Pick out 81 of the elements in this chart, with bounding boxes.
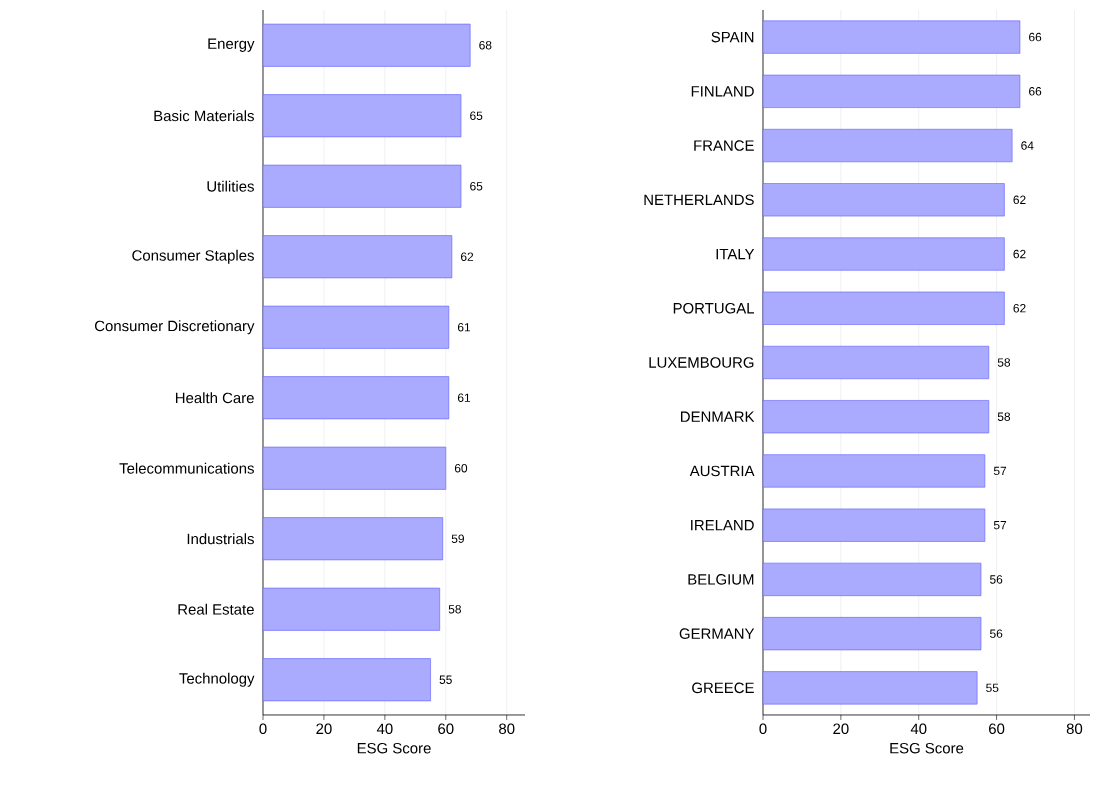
bar	[762, 237, 1005, 271]
y-tick-label: DENMARK	[681, 411, 755, 422]
y-tick-label: AUSTRIA	[689, 465, 755, 477]
y-tick-label: ITALY	[716, 248, 755, 260]
y-tick-label: Health Care	[175, 392, 254, 404]
bar	[262, 587, 440, 631]
y-tick-label: GREECE	[692, 682, 754, 694]
x-tick-label: 0	[759, 723, 767, 735]
data-label: 57	[993, 466, 1007, 476]
y-tick-label: BELGIUM	[688, 574, 754, 585]
bar	[762, 617, 982, 651]
bar	[762, 183, 1005, 217]
bar	[762, 454, 986, 488]
x-tick-label: 40	[910, 723, 927, 735]
data-label: 58	[448, 605, 461, 614]
bar	[262, 446, 447, 490]
x-tick-label: 20	[833, 723, 849, 735]
bar	[762, 128, 1013, 163]
bar	[762, 20, 1021, 54]
y-tick-label: Consumer Staples	[132, 249, 254, 264]
x-tick-label: 60	[438, 723, 454, 735]
data-label: 62	[1013, 195, 1026, 205]
y-tick-label: FINLAND	[691, 86, 754, 97]
x-axis-title: ESG Score	[890, 742, 964, 754]
data-label: 66	[1029, 32, 1042, 42]
data-label: 62	[1013, 249, 1026, 259]
y-tick-label: SPAIN	[711, 31, 754, 43]
y-tick-label: IRELAND	[691, 520, 754, 531]
bar	[762, 74, 1021, 108]
y-tick-label: Basic Materials	[154, 110, 254, 122]
y-tick-label: Consumer Discretionary	[94, 320, 255, 335]
y-tick-label: LUXEMBOURG	[649, 357, 754, 368]
bar	[262, 658, 431, 702]
y-tick-label: Utilities	[207, 180, 254, 192]
y-tick-label: Technology	[179, 672, 255, 687]
y-tick-label: Telecommunications	[119, 462, 254, 474]
bar	[762, 345, 990, 380]
data-label: 55	[439, 675, 452, 684]
data-label: 55	[986, 683, 999, 693]
data-label: 58	[997, 412, 1011, 421]
x-tick-label: 60	[989, 723, 1005, 735]
data-label: 65	[470, 111, 483, 120]
data-label: 56	[989, 575, 1003, 584]
data-label: 68	[479, 41, 492, 50]
bar	[262, 305, 450, 349]
data-label: 61	[457, 323, 471, 332]
x-tick-label: 20	[316, 723, 332, 735]
bar	[262, 164, 462, 208]
bar	[262, 376, 450, 420]
bar	[262, 235, 453, 279]
data-label: 60	[454, 464, 468, 473]
x-tick-label: 0	[259, 723, 267, 735]
y-tick-label: GERMANY	[679, 628, 755, 639]
y-tick-label: PORTUGAL	[673, 302, 755, 314]
data-label: 66	[1029, 87, 1042, 96]
x-tick-label: 40	[376, 723, 393, 735]
data-label: 62	[461, 252, 474, 261]
y-tick-label: FRANCE	[694, 140, 754, 151]
data-label: 64	[1021, 141, 1034, 150]
data-label: 62	[1013, 304, 1026, 313]
x-tick-label: 80	[499, 723, 515, 735]
bar	[762, 562, 982, 596]
bar	[262, 94, 462, 138]
bar	[262, 23, 471, 67]
data-label: 61	[457, 393, 471, 402]
x-axis-title: ESG Score	[357, 742, 431, 754]
data-label: 57	[993, 521, 1007, 530]
bar	[262, 517, 444, 561]
y-tick-label: Real Estate	[178, 603, 254, 615]
data-label: 65	[470, 182, 483, 191]
bar	[762, 291, 1005, 325]
data-label: 59	[451, 534, 464, 543]
y-tick-label: NETHERLANDS	[644, 194, 754, 206]
bar	[762, 671, 978, 705]
x-tick-label: 80	[1066, 723, 1083, 735]
y-tick-label: Industrials	[187, 533, 254, 545]
data-label: 56	[989, 629, 1003, 638]
y-tick-label: Energy	[208, 38, 255, 52]
bar	[762, 400, 990, 434]
data-label: 58	[997, 358, 1011, 367]
bar	[762, 508, 986, 542]
